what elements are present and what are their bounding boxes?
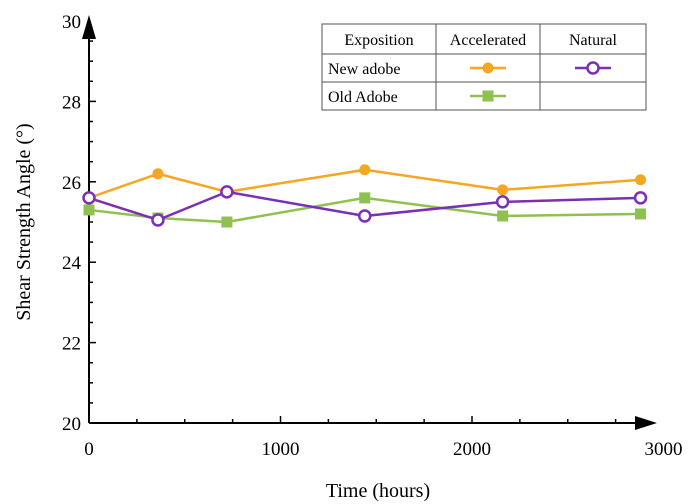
legend-table: Exposition Accelerated Natural New adobe Old… <box>321 23 647 111</box>
data-point-new_natural <box>633 191 648 205</box>
legend-swatch-marker <box>586 61 600 75</box>
y-axis-title: Shear Strength Angle (°) <box>13 123 35 320</box>
data-point-new_natural <box>358 209 372 223</box>
y-tick-label: 20 <box>62 414 81 435</box>
data-point-new_natural <box>495 195 510 209</box>
data-point-old_accel <box>221 216 233 228</box>
x-tick-label: 1000 <box>262 439 300 460</box>
series-new_natural <box>82 185 648 227</box>
y-tick-label: 30 <box>62 12 81 33</box>
legend-header: Accelerated <box>450 32 526 49</box>
legend-swatch-marker <box>482 62 494 74</box>
series-layer <box>82 164 648 228</box>
legend-swatch-marker <box>482 90 494 102</box>
data-point-new_accel <box>359 164 371 176</box>
x-tick-label: 2000 <box>453 439 491 460</box>
data-point-new_natural <box>82 191 96 205</box>
x-tick-label: 0 <box>84 439 94 460</box>
legend-row-label: Old Adobe <box>328 89 398 106</box>
data-point-new_natural <box>151 213 165 227</box>
y-axis-arrow <box>82 15 96 39</box>
series-line-new_accel <box>88 168 641 200</box>
data-point-new_accel <box>152 168 164 180</box>
x-tick-label: 3000 <box>645 439 683 460</box>
legend-header: Natural <box>569 32 618 49</box>
data-point-old_accel <box>635 208 647 220</box>
x-axis-arrow <box>635 416 657 430</box>
series-line-new_natural <box>88 190 641 222</box>
axes: 20 22 24 26 28 30 0 1000 2000 3000 <box>62 12 683 460</box>
y-tick-label: 22 <box>62 334 81 355</box>
data-point-new_accel <box>497 184 509 196</box>
x-axis-title: Time (hours) <box>326 480 430 502</box>
legend-row-label: New adobe <box>328 61 400 78</box>
data-point-old_accel <box>359 192 371 204</box>
data-point-new_natural <box>220 185 234 199</box>
y-tick-label: 24 <box>62 253 82 274</box>
y-tick-label: 26 <box>62 173 81 194</box>
data-point-old_accel <box>83 204 95 216</box>
series-new_accel <box>83 164 647 204</box>
data-point-old_accel <box>497 210 509 222</box>
data-point-new_accel <box>635 174 647 186</box>
y-tick-label: 28 <box>62 92 81 113</box>
legend-header: Exposition <box>344 32 413 49</box>
